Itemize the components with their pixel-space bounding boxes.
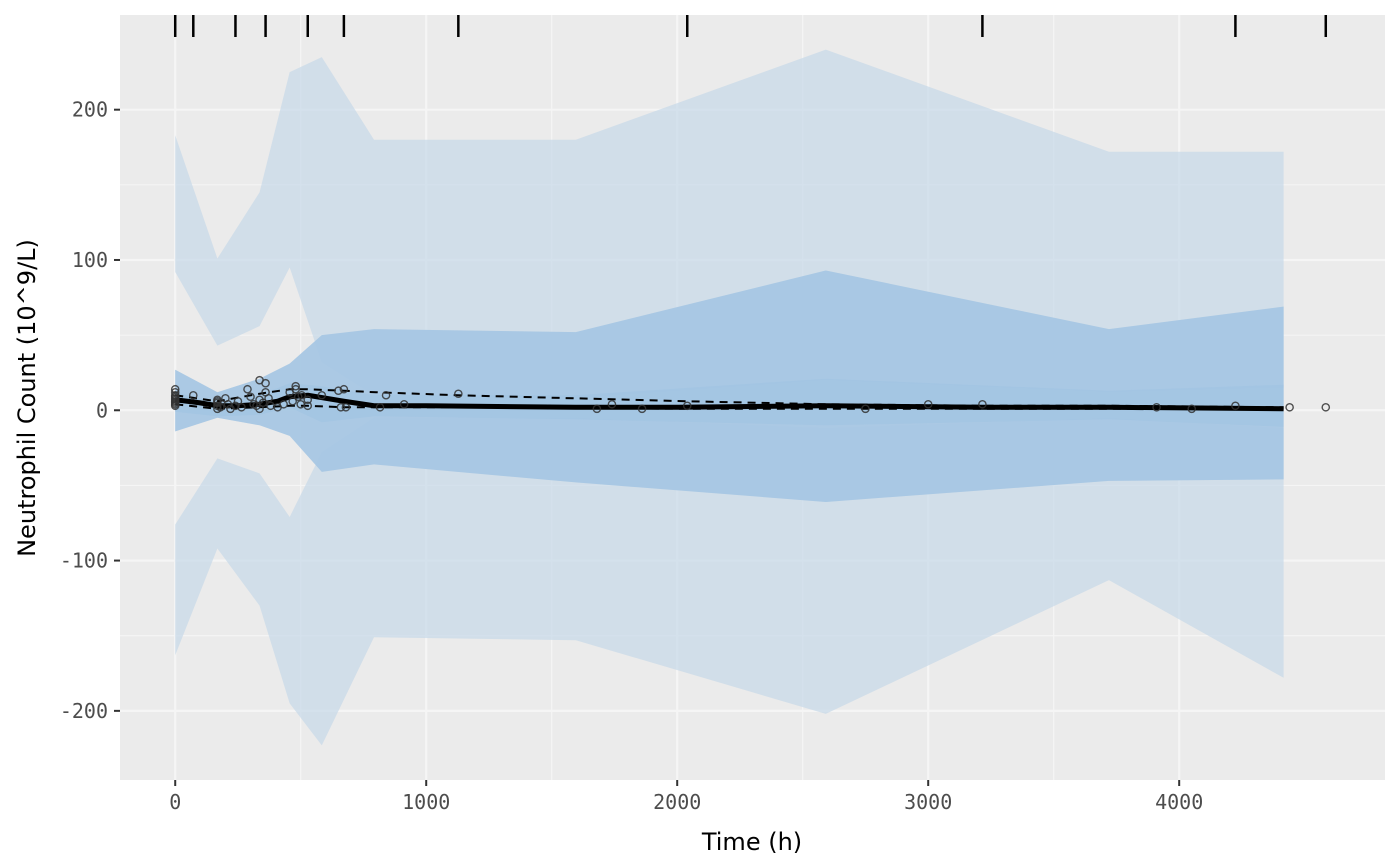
observed-point [303,395,313,405]
observed-point [261,378,270,388]
observed-point [291,384,300,394]
observed-point [243,384,252,394]
x-tick-label: 4000 [1155,790,1203,814]
observed-point [1285,402,1294,412]
prediction-bands [175,49,1284,746]
y-tick-label: 0 [96,398,108,422]
observed-point [334,386,343,396]
observed-point [923,399,933,409]
observed-point [682,401,692,411]
observed-point [1152,402,1161,412]
observed-point [454,389,463,399]
bin-edge-rug [173,15,1328,37]
band-inner-center [175,378,1284,427]
observed-point [1321,402,1331,412]
y-axis-title: Neutrophil Count (10^9/L) [13,239,41,557]
observed-point [607,399,617,409]
observed-point [170,393,180,403]
observed-point [1231,401,1240,411]
observed-point [291,381,300,391]
observed-point [592,404,602,414]
observed-point [317,390,327,400]
band-outer_pi_lower [175,417,1284,746]
observed-point [1187,404,1197,414]
observed-point [336,402,346,412]
observed-point [264,393,273,403]
observed-point [246,392,255,402]
observed-point [188,390,198,400]
x-tick-label: 2000 [653,790,701,814]
observed-points [170,375,1331,414]
observed-point [297,390,307,400]
observed-point [978,399,987,409]
median-line [174,392,1284,412]
observed-point [861,404,870,414]
y-tick-label: -100 [60,549,108,573]
observed-point [637,404,647,414]
axis-ticks: 0 1000 2000 3000 4000 -200 -100 0 100 200 [60,98,1203,814]
observed-point [237,402,246,412]
observed-point [288,396,297,406]
observed-point [341,402,351,412]
x-tick-label: 1000 [402,790,450,814]
x-tick-label: 0 [169,790,181,814]
observed-point [303,401,313,411]
observed-point [399,399,409,409]
observed-point [258,398,268,408]
observed-point [279,399,288,409]
x-axis-title: Time (h) [701,828,802,856]
y-tick-label: -200 [60,699,108,723]
observed-point [339,384,349,394]
dashed-percentile-line [175,388,1284,409]
x-tick-label: 3000 [904,790,952,814]
y-tick-label: 200 [72,98,108,122]
y-tick-label: 100 [72,248,108,272]
observed-point [216,402,225,412]
observed-point [381,390,391,400]
observed-point [231,401,240,411]
observed-point [375,402,385,412]
